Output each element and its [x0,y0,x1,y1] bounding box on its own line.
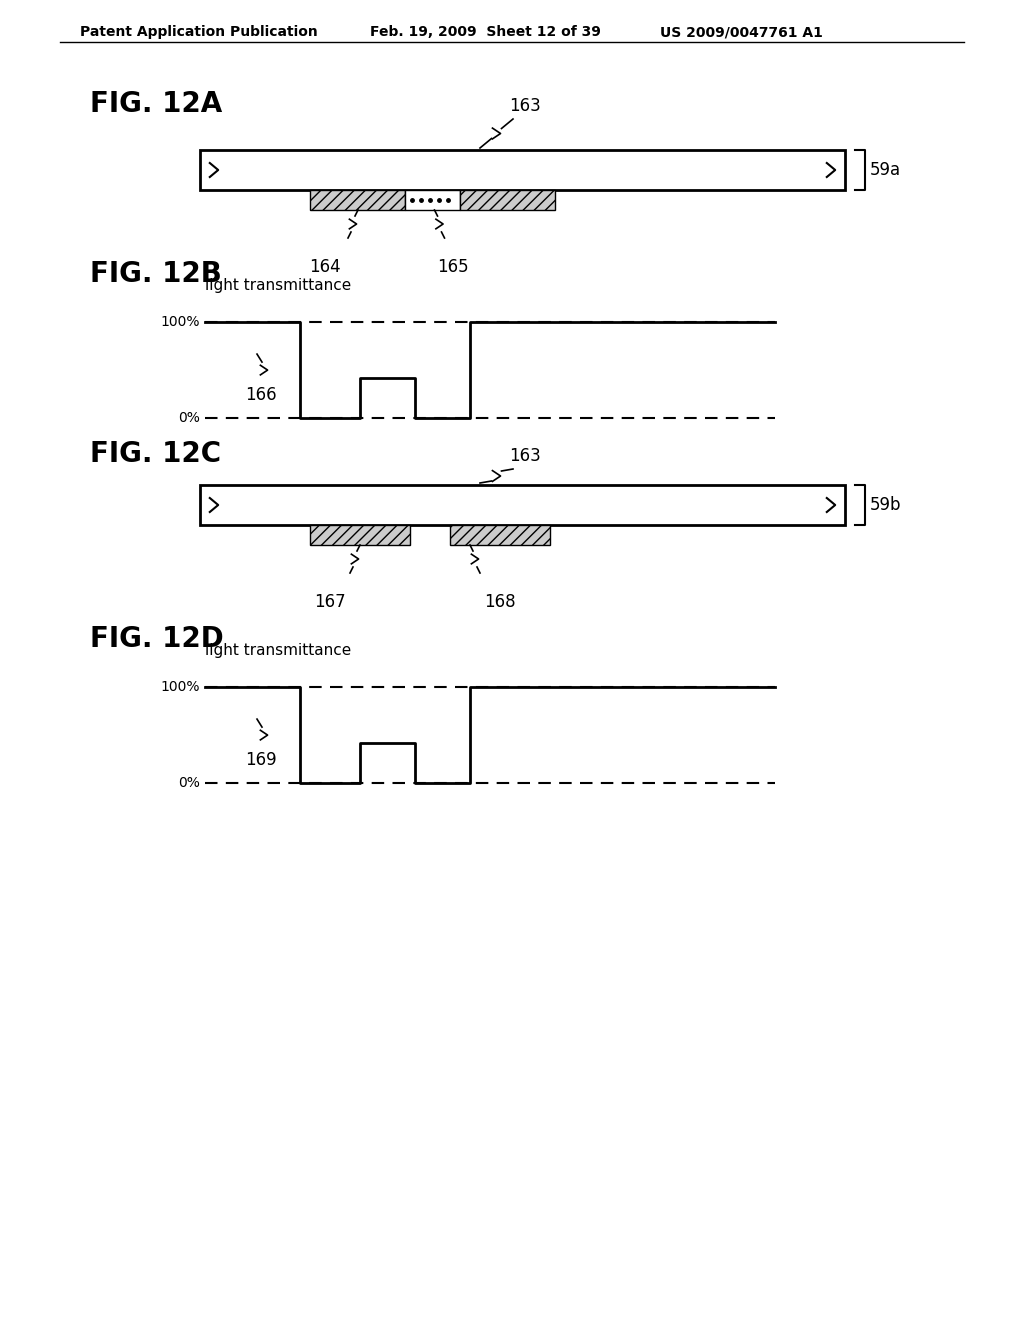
Text: 100%: 100% [161,315,200,329]
Text: 163: 163 [509,96,541,115]
Text: Patent Application Publication: Patent Application Publication [80,25,317,40]
Text: 59b: 59b [870,496,901,513]
Text: Feb. 19, 2009  Sheet 12 of 39: Feb. 19, 2009 Sheet 12 of 39 [370,25,601,40]
Text: light transmittance: light transmittance [205,643,351,657]
Text: FIG. 12A: FIG. 12A [90,90,222,117]
Bar [406,190,460,210]
Bar [200,150,845,190]
Bar [460,190,555,210]
Text: 59a: 59a [870,161,901,180]
Text: 168: 168 [484,593,516,611]
Text: light transmittance: light transmittance [205,279,351,293]
Text: US 2009/0047761 A1: US 2009/0047761 A1 [660,25,823,40]
Text: 0%: 0% [178,411,200,425]
Bar [310,525,410,545]
Text: 167: 167 [314,593,346,611]
Bar [200,484,845,525]
Text: FIG. 12C: FIG. 12C [90,440,221,469]
Text: 100%: 100% [161,680,200,694]
Text: FIG. 12B: FIG. 12B [90,260,222,288]
Text: 169: 169 [245,751,276,770]
Text: 0%: 0% [178,776,200,789]
Text: FIG. 12D: FIG. 12D [90,624,224,653]
Text: 163: 163 [509,447,541,465]
Bar [310,190,406,210]
Text: 164: 164 [309,257,341,276]
Bar [450,525,550,545]
Text: 166: 166 [245,385,276,404]
Text: 165: 165 [436,257,468,276]
